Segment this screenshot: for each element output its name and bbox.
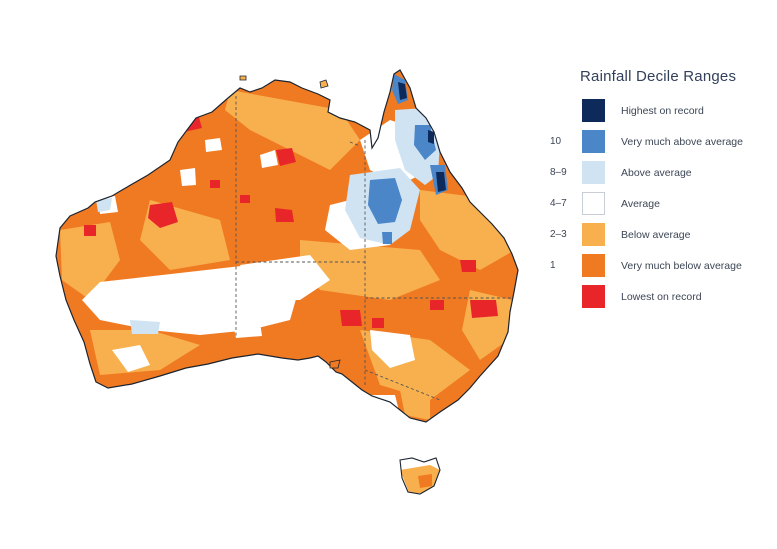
- legend-code: 8–9: [550, 167, 567, 178]
- legend-label: Lowest on record: [621, 290, 702, 303]
- island: [319, 79, 329, 89]
- legend-swatch: [582, 254, 605, 277]
- legend-code: 10: [550, 136, 562, 147]
- mainland-coastline: [55, 69, 519, 423]
- legend-swatch: [582, 285, 605, 308]
- island: [239, 75, 247, 81]
- legend-row: Lowest on record: [550, 281, 770, 312]
- legend-code: 1: [550, 260, 556, 271]
- legend-row: Highest on record: [550, 95, 770, 126]
- legend: Rainfall Decile Ranges Highest on record…: [550, 68, 770, 312]
- legend-swatch: [582, 99, 605, 122]
- legend-row: 10 Very much above average: [550, 126, 770, 157]
- legend-label: Above average: [621, 166, 692, 179]
- island: [329, 359, 341, 369]
- state-borders: [235, 96, 512, 401]
- legend-row: 4–7 Average: [550, 188, 770, 219]
- legend-label: Highest on record: [621, 104, 704, 117]
- legend-label: Average: [621, 197, 660, 210]
- mainland-rainfall-fill: [56, 70, 518, 422]
- australia-rainfall-map: [55, 69, 519, 495]
- legend-swatch: [582, 161, 605, 184]
- legend-swatch: [582, 130, 605, 153]
- legend-label: Very much above average: [621, 135, 743, 148]
- legend-row: 2–3 Below average: [550, 219, 770, 250]
- legend-swatch: [582, 223, 605, 246]
- legend-code: 2–3: [550, 229, 567, 240]
- tasmania-coastline: [399, 457, 441, 495]
- legend-row: 1 Very much below average: [550, 250, 770, 281]
- legend-title: Rainfall Decile Ranges: [580, 68, 737, 85]
- legend-row: 8–9 Above average: [550, 157, 770, 188]
- legend-label: Very much below average: [621, 259, 742, 272]
- legend-label: Below average: [621, 228, 691, 241]
- legend-rows: Highest on record 10 Very much above ave…: [550, 95, 770, 312]
- legend-swatch: [582, 192, 605, 215]
- legend-code: 4–7: [550, 198, 567, 209]
